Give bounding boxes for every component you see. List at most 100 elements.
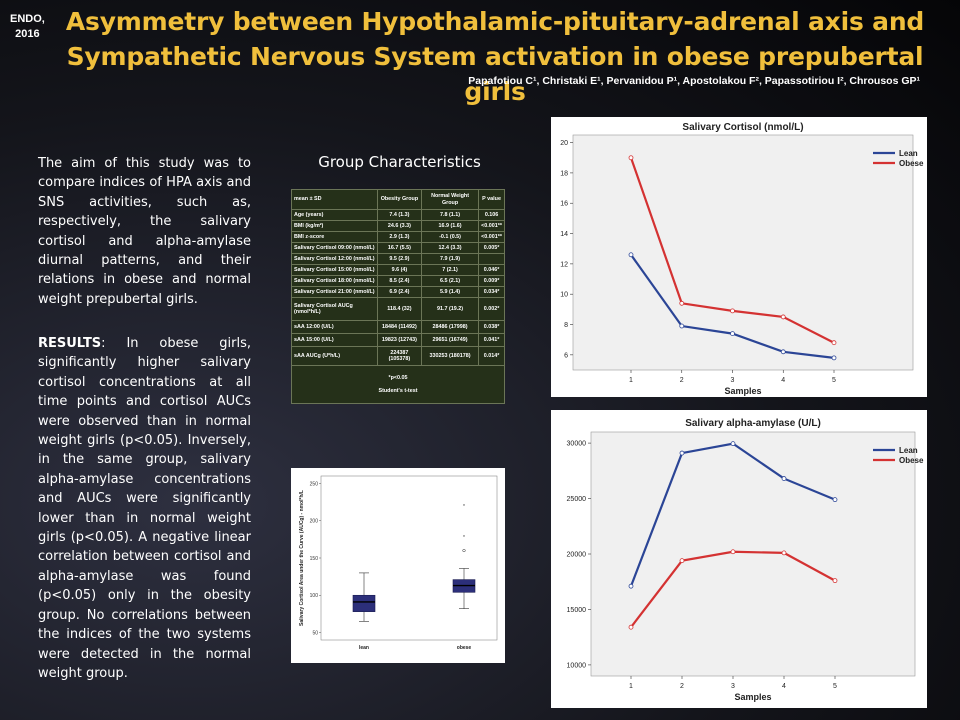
table-cell: 2.9 (1.3) xyxy=(376,231,422,243)
table-cell: 0.009* xyxy=(478,275,505,287)
table-footnote: *p<0.05 Student's t-test xyxy=(291,365,505,404)
table-cell: 0.041* xyxy=(478,333,505,347)
data-point xyxy=(730,308,735,314)
table-cell: 16.7 (5.5) xyxy=(376,242,422,254)
table-cell: sAA AUCg (U*h/L) xyxy=(291,346,378,366)
aim-paragraph: The aim of this study was to compare ind… xyxy=(38,156,251,307)
poster-title: Asymmetry between Hypothalamic-pituitary… xyxy=(55,4,935,109)
table-cell: 91.7 (19.2) xyxy=(420,297,480,321)
table-cell: <0.001** xyxy=(478,231,505,243)
group-characteristics-title: Group Characteristics xyxy=(318,153,481,171)
title-line-2: Sympathetic Nervous System activation in… xyxy=(66,42,924,106)
results-text: : In obese girls, significantly higher s… xyxy=(38,336,251,681)
y-tick-label: 10000 xyxy=(567,662,587,669)
y-tick-label: 14 xyxy=(560,231,568,238)
table-cell: sAA 15:00 (U/L) xyxy=(291,333,378,347)
x-axis-label: Samples xyxy=(734,692,771,702)
title-line-1: Asymmetry between Hypothalamic-pituitary… xyxy=(65,7,925,36)
table-row: Salivary Cortisol 21:00 (nmol/L) 6.9 (2.4… xyxy=(291,286,505,298)
footnote-significance: *p<0.05 xyxy=(388,375,408,381)
table-row: Salivary Cortisol AUCg (nmol*h/L) 118.4 (… xyxy=(291,297,505,321)
conference-badge: ENDO, 2016 xyxy=(10,12,45,42)
outlier-point xyxy=(462,548,466,553)
x-axis-label: Samples xyxy=(724,386,761,396)
x-tick-label: 4 xyxy=(781,377,785,384)
table-cell: Salivary Cortisol 15:00 (nmol/L) xyxy=(291,264,378,276)
y-tick-label: 150 xyxy=(310,556,319,562)
table-header-cell: P value xyxy=(478,189,505,210)
x-tick-label: 2 xyxy=(680,683,684,690)
data-point xyxy=(780,349,786,355)
plot-area xyxy=(572,134,914,371)
data-point xyxy=(832,578,838,584)
table-cell: Salivary Cortisol 21:00 (nmol/L) xyxy=(291,286,378,298)
data-point xyxy=(679,300,685,306)
chart-title: Salivary alpha-amylase (U/L) xyxy=(685,418,821,429)
table-cell: 5.9 (1.4) xyxy=(420,286,480,298)
table-row: Salivary Cortisol 09:00 (nmol/L) 16.7 (5.… xyxy=(291,242,505,254)
table-cell: 0.046* xyxy=(478,264,505,276)
table-cell: Age (years) xyxy=(291,209,378,221)
table-cell: 19823 (12743) xyxy=(376,333,422,347)
data-point xyxy=(730,331,735,337)
table-cell: <0.001** xyxy=(478,220,505,232)
y-tick-label: 100 xyxy=(310,593,319,599)
x-tick-label: 4 xyxy=(782,683,786,690)
data-point xyxy=(831,355,837,361)
y-tick-label: 200 xyxy=(310,519,319,525)
table-cell: 0.038* xyxy=(478,320,505,334)
legend-label: Obese xyxy=(899,159,924,168)
data-point xyxy=(831,340,837,346)
x-tick-label: 3 xyxy=(731,377,735,384)
boxplot-panel: 50 100 150 200 250 Salivary Cortisol Area und… xyxy=(291,468,505,663)
table-row: sAA 15:00 (U/L) 19823 (12743) 29651 (16749… xyxy=(291,333,505,347)
chart-title: Salivary Cortisol (nmol/L) xyxy=(682,122,803,133)
table-cell: 24.6 (3.3) xyxy=(376,220,422,232)
data-point xyxy=(730,441,736,447)
category-label: obese xyxy=(457,645,472,651)
extreme-marker: * xyxy=(463,535,465,541)
table-cell: 28486 (17998) xyxy=(420,320,480,334)
results-label: RESULTS xyxy=(38,336,102,351)
table-cell: Salivary Cortisol 12:00 (nmol/L) xyxy=(291,253,378,265)
table-header-row: mean ± SD Obesity Group Normal Weight Grou… xyxy=(291,189,505,210)
y-tick-label: 25000 xyxy=(567,496,587,503)
data-point xyxy=(628,252,634,258)
table-row: sAA AUCg (U*h/L) 224387 (105378) 330253 (1… xyxy=(291,346,505,366)
y-tick-label: 16 xyxy=(560,201,568,208)
x-tick-label: 3 xyxy=(731,683,735,690)
legend-label: Obese xyxy=(899,456,924,465)
table-cell: Salivary Cortisol 18:00 (nmol/L) xyxy=(291,275,378,287)
data-point xyxy=(780,314,786,320)
data-point xyxy=(628,155,634,161)
y-tick-label: 20 xyxy=(560,140,568,147)
table-cell: 29651 (16749) xyxy=(420,333,480,347)
table-header-cell: mean ± SD xyxy=(291,189,378,210)
table-cell: 6.5 (2.1) xyxy=(420,275,480,287)
y-tick-label: 30000 xyxy=(567,441,587,448)
data-point xyxy=(628,624,634,630)
plot-area xyxy=(320,475,498,641)
y-tick-label: 10 xyxy=(560,292,568,299)
table-row: BMI (kg/m²) 24.6 (3.3) 16.9 (1.6) <0.001** xyxy=(291,220,505,232)
table-cell: Salivary Cortisol AUCg (nmol*h/L) xyxy=(291,297,378,321)
table-footnote-row: *p<0.05 Student's t-test xyxy=(291,365,505,404)
cortisol-auc-boxplot: 50 100 150 200 250 Salivary Cortisol Area und… xyxy=(299,475,498,651)
table-cell: 16.9 (1.6) xyxy=(420,220,480,232)
data-point xyxy=(628,583,634,589)
table-cell: 18484 (11492) xyxy=(376,320,422,334)
table-cell: BMI z-score xyxy=(291,231,378,243)
table-cell: 7 (2.1) xyxy=(420,264,480,276)
table-cell: BMI (kg/m²) xyxy=(291,220,378,232)
x-tick-label: 1 xyxy=(629,683,633,690)
y-tick-label: 15000 xyxy=(567,607,587,614)
y-tick-label: 18 xyxy=(560,170,568,177)
x-tick-label: 1 xyxy=(629,377,633,384)
table-cell: 7.4 (1.3) xyxy=(376,209,422,221)
table-row: sAA 12:00 (U/L) 18484 (11492) 28486 (17998… xyxy=(291,320,505,334)
table-header-cell: Obesity Group xyxy=(376,189,422,210)
cortisol-line-chart: Salivary Cortisol (nmol/L)68101214161820… xyxy=(560,122,924,396)
plot-area xyxy=(590,431,916,677)
table-cell: 0.034* xyxy=(478,286,505,298)
conference-name: ENDO, xyxy=(10,13,45,25)
